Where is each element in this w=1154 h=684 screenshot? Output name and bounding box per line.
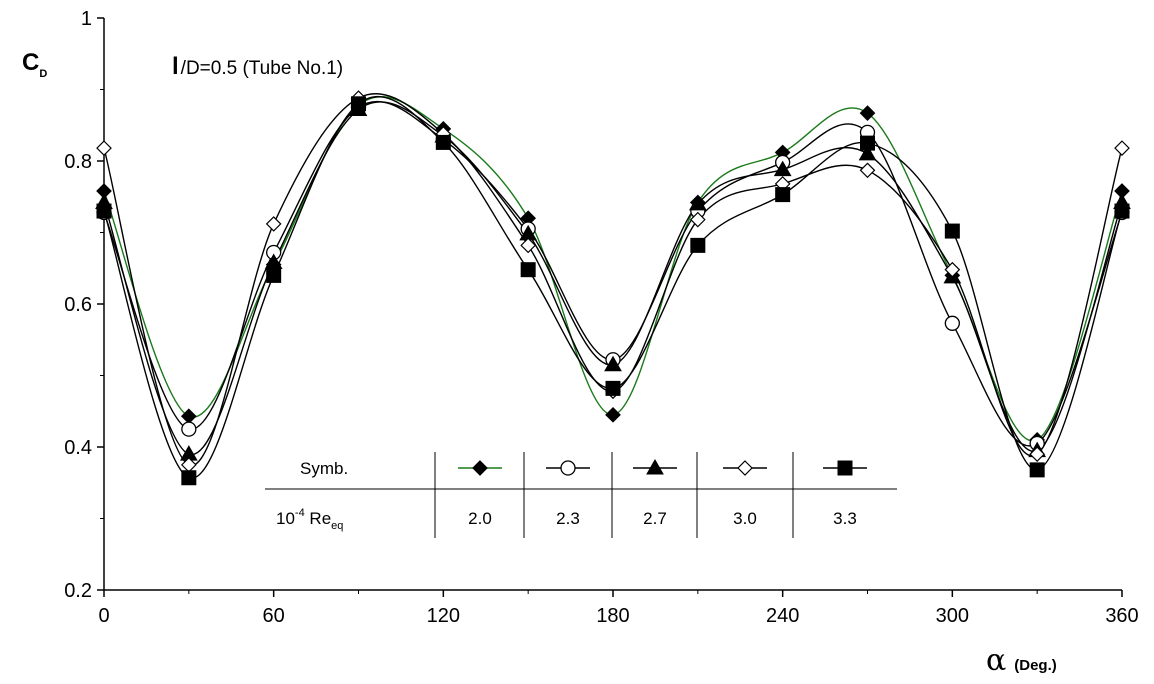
y-axis-label: CD (22, 49, 47, 80)
point-s4-1 (181, 470, 197, 486)
legend-row2-label: 10-4 Reeq (276, 507, 343, 532)
chart-annotation: l/D=0.5 (Tube No.1) (172, 53, 343, 80)
point-s3-5 (520, 237, 537, 254)
x-tick-label: 360 (1105, 605, 1138, 627)
point-s4-3 (351, 96, 366, 112)
y-ticks: 0.2 0.4 0.6 0.8 1 (64, 8, 104, 602)
x-tick-label: 180 (596, 605, 629, 627)
point-s2-7 (688, 194, 707, 211)
point-s0-9 (859, 105, 876, 121)
legend-table: Symb. 10-4 Reeq 2.0 2.3 2.7 3.0 3.3 (265, 452, 897, 538)
x-axis-label: α (Deg.) (986, 643, 1057, 678)
x-tick-label: 300 (936, 605, 969, 627)
point-s3-12 (1114, 140, 1130, 156)
point-s3-0 (96, 140, 112, 156)
point-s3-9 (859, 162, 876, 179)
point-s0-6 (605, 406, 621, 423)
point-s3-11 (1029, 446, 1046, 462)
point-s4-10 (944, 223, 960, 239)
point-s3-10 (944, 261, 961, 278)
x-tick-label: 240 (766, 605, 799, 627)
x-tick-label: 120 (427, 605, 460, 627)
point-s4-11 (1029, 462, 1045, 478)
point-s2-8 (773, 160, 792, 177)
y-tick-label: 0.6 (64, 294, 92, 316)
point-s4-6 (605, 380, 621, 396)
legend-re-0: 2.0 (468, 509, 492, 528)
point-s4-8 (775, 187, 791, 203)
point-s0-1 (180, 408, 197, 425)
x-ticks: 0 60 120 180 240 300 360 (98, 590, 1139, 627)
legend-re-4: 3.3 (833, 509, 857, 528)
point-s1-10 (944, 315, 960, 331)
point-s4-9 (860, 135, 875, 151)
point-s2-9 (858, 144, 877, 161)
point-s3-7 (689, 211, 706, 228)
legend-symbols (458, 458, 867, 476)
y-tick-label: 0.8 (64, 151, 92, 173)
legend-re-3: 3.0 (733, 509, 757, 528)
legend-marker-3 (737, 460, 753, 476)
legend-marker-0 (472, 460, 488, 476)
point-s4-7 (690, 237, 706, 253)
legend-re-2: 2.7 (643, 509, 667, 528)
y-tick-label: 1 (81, 8, 92, 30)
legend-row1-label: Symb. (300, 459, 348, 478)
x-tick-label: 0 (98, 605, 109, 627)
legend-marker-4 (837, 460, 853, 476)
x-tick-label: 60 (263, 605, 285, 627)
point-s4-2 (266, 267, 282, 283)
legend-re-1: 2.3 (556, 509, 580, 528)
point-s4-4 (435, 134, 451, 150)
point-s2-6 (604, 355, 622, 372)
series-markers (95, 90, 1131, 486)
y-tick-label: 0.4 (64, 437, 92, 459)
legend-marker-1 (560, 460, 576, 476)
point-s3-2 (265, 216, 282, 232)
point-s4-5 (520, 262, 536, 278)
point-s4-0 (96, 203, 112, 219)
legend-marker-2 (646, 458, 664, 475)
point-s1-1 (181, 421, 197, 437)
point-s4-12 (1114, 203, 1130, 219)
y-tick-label: 0.2 (64, 580, 92, 602)
